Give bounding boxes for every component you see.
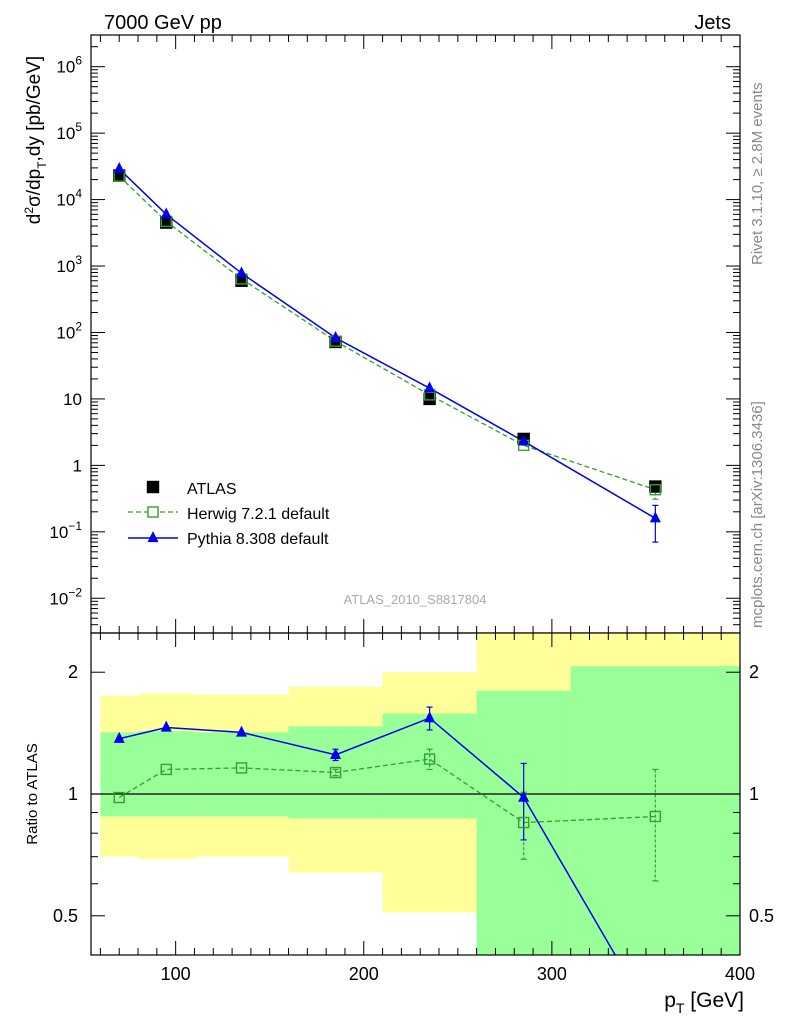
ratio-y-tick-label-left: 0.5 — [53, 906, 78, 926]
ratio-y-tick-label-left: 2 — [68, 662, 78, 682]
y-tick-label: 105 — [56, 120, 82, 143]
y-tick-label: 10 — [63, 390, 82, 409]
ratio-herwig-point — [113, 791, 125, 804]
ratio-y-tick-label-right: 2 — [749, 662, 759, 682]
y-tick-label: 1 — [73, 456, 82, 475]
x-tick-label: 300 — [537, 964, 567, 984]
ratio-y-tick-label-right: 1 — [749, 784, 759, 804]
y-tick-label: 10−2 — [49, 585, 82, 608]
legend-label-data: ATLAS — [187, 481, 237, 498]
x-tick-label: 400 — [725, 964, 755, 984]
ratio-pythia-point — [330, 747, 342, 759]
header-left: 7000 GeV pp — [104, 12, 222, 34]
ratio-herwig-point — [423, 753, 436, 765]
data-point — [423, 392, 436, 406]
pythia-point — [113, 162, 125, 174]
ratio-pythia-point — [113, 731, 125, 743]
ratio-herwig-point — [329, 766, 342, 779]
herwig-line — [118, 175, 656, 491]
ratio-herwig-point — [160, 763, 172, 776]
legend-label-herwig: Herwig 7.2.1 default — [187, 506, 330, 523]
ratio-panel: 0.5 0.5 1 1 2 2 100 200 300 400 Ratio to ATLAS pT… — [24, 632, 774, 1016]
ratio-pythia-point — [424, 711, 436, 723]
x-tick-label: 200 — [349, 964, 379, 984]
pythia-point — [330, 331, 342, 343]
ratio-ylabel: Ratio to ATLAS — [24, 743, 41, 844]
herwig-point — [649, 484, 662, 496]
x-tick-label: 100 — [161, 964, 191, 984]
uncertainty-band-inner — [100, 732, 139, 817]
y-tick-label: 10−1 — [49, 519, 82, 542]
side-label-mcplots: mcplots.cern.ch [arXiv:1306.3436] — [749, 401, 766, 628]
legend: ATLAS Herwig 7.2.1 default Pythia 8.308 … — [128, 480, 330, 548]
legend-symbol-herwig — [147, 506, 159, 518]
data-point — [649, 480, 662, 493]
pythia-point — [424, 381, 436, 393]
ratio-y-tick-label-right: 0.5 — [749, 906, 774, 926]
main-panel: 10−2 10−1 1 10 102 103 104 105 106 d2σ/dpT,dy [p… — [22, 34, 741, 634]
uncertainty-band-inner — [194, 732, 289, 817]
y-tick-label: 106 — [56, 54, 82, 77]
ratio-pythia-point — [160, 720, 172, 732]
side-label-rivet: Rivet 3.1.10, ≥ 2.8M events — [749, 83, 766, 266]
ratio-herwig-point — [517, 816, 530, 829]
pythia-point — [518, 434, 530, 446]
legend-symbol-data — [146, 480, 160, 494]
ratio-pythia-point — [518, 790, 530, 802]
y-tick-label: 102 — [56, 319, 82, 342]
pythia-point — [649, 511, 661, 523]
ratio-y-tick-label-left: 1 — [68, 784, 78, 804]
legend-symbol-pythia — [147, 531, 159, 543]
ratio-xlabel: pT [GeV] — [664, 989, 744, 1016]
y-tick-label: 103 — [56, 253, 82, 276]
ratio-pythia-point — [235, 725, 247, 737]
pythia-line — [118, 168, 656, 519]
ratio-herwig-point — [235, 762, 248, 774]
main-ylabel: d2σ/dpT,dy [pb/GeV] — [22, 56, 49, 224]
pythia-point — [160, 207, 172, 219]
header-right: Jets — [694, 12, 731, 34]
ratio-herwig-point — [649, 810, 662, 823]
legend-label-pythia: Pythia 8.308 default — [187, 531, 329, 548]
pythia-point — [235, 266, 247, 278]
y-tick-label: 104 — [56, 187, 82, 210]
analysis-label: ATLAS_2010_S8817804 — [344, 592, 487, 607]
